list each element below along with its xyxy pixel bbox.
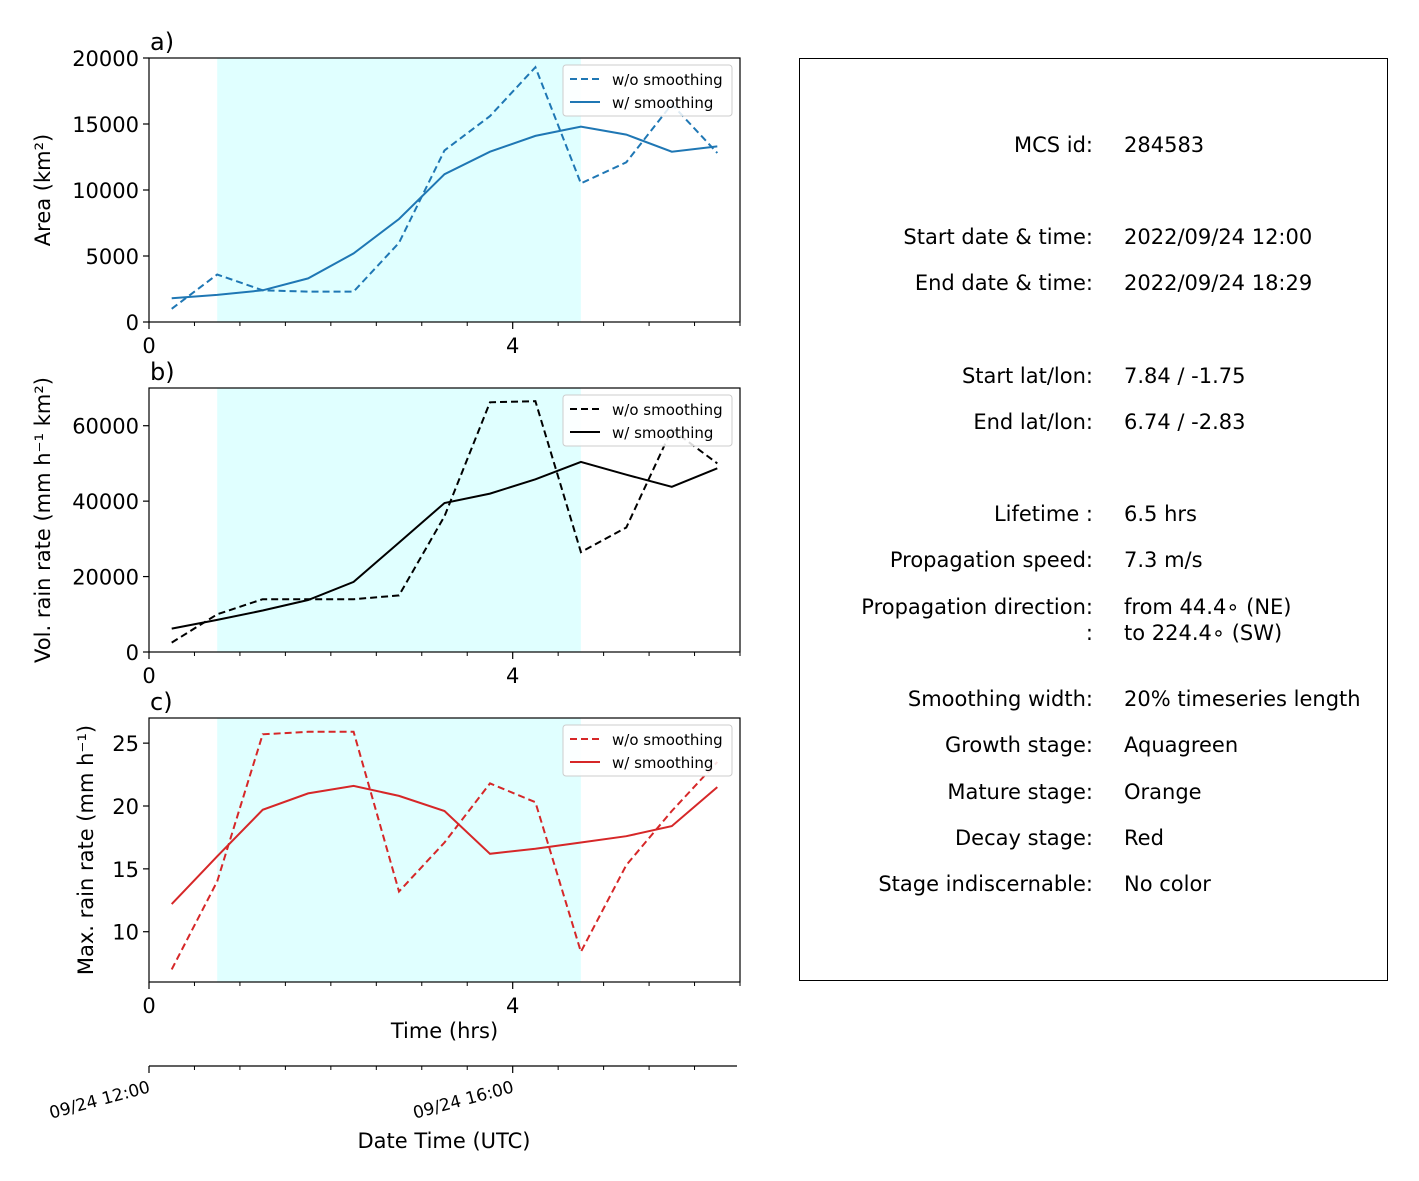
info-value: 7.84 / -1.75 xyxy=(1124,364,1246,388)
y-tick-label: 20 xyxy=(112,795,139,819)
legend-label: w/ smoothing xyxy=(612,424,713,442)
shaded-period xyxy=(217,58,581,322)
info-label: End lat/lon: xyxy=(973,410,1093,434)
legend: w/o smoothing w/ smoothing xyxy=(562,64,733,117)
x-tick-label: 4 xyxy=(506,994,519,1018)
panel-label: a) xyxy=(150,28,174,56)
info-value: 20% timeseries length xyxy=(1124,687,1361,711)
info-label: Stage indiscernable: xyxy=(878,872,1093,896)
y-tick-label: 15000 xyxy=(72,113,139,137)
chart-panel-1: a) 0 5000 10000 15000 20000 0 4 Area (km²) w/o sm… xyxy=(31,28,741,358)
y-tick-label: 10 xyxy=(112,921,139,945)
date-axis: 09/24 12:00 09/24 16:00 Date Time (UTC) xyxy=(47,1065,737,1153)
legend-box xyxy=(562,64,733,117)
chart-panel-2: b) 0 20000 40000 60000 0 4 Vol. rain rate (mm h… xyxy=(31,358,741,688)
info-label: Decay stage: xyxy=(955,826,1093,850)
panel-label: b) xyxy=(150,358,175,386)
info-value: from 44.4∘ (NE) xyxy=(1124,595,1292,619)
panel-label: c) xyxy=(150,688,173,716)
x-tick-label: 0 xyxy=(142,664,155,688)
info-label: MCS id: xyxy=(1013,133,1093,157)
plot-frame xyxy=(148,387,741,653)
y-axis-label: Vol. rain rate (mm h⁻¹ km²) xyxy=(31,377,55,663)
info-value: Red xyxy=(1124,826,1164,850)
legend: w/o smoothing w/ smoothing xyxy=(562,724,733,777)
series-line xyxy=(170,784,718,905)
info-value: No color xyxy=(1124,872,1211,896)
y-tick-label: 40000 xyxy=(72,490,139,514)
info-value: 7.3 m/s xyxy=(1124,548,1203,572)
y-tick-label: 20000 xyxy=(72,566,139,590)
plot-frame xyxy=(148,717,741,983)
info-value: Orange xyxy=(1124,780,1202,804)
legend-label: w/o smoothing xyxy=(612,401,723,419)
info-label: Start lat/lon: xyxy=(961,364,1093,388)
y-tick-label: 0 xyxy=(126,311,139,335)
info-label: Start date & time: xyxy=(903,225,1093,249)
legend-label: w/o smoothing xyxy=(612,71,723,89)
y-tick-label: 25 xyxy=(112,732,139,756)
legend-label: w/ smoothing xyxy=(612,94,713,112)
info-label: Propagation speed: xyxy=(889,548,1093,572)
info-value: 6.74 / -2.83 xyxy=(1124,410,1246,434)
y-tick-label: 5000 xyxy=(86,245,139,269)
y-axis-label: Area (km²) xyxy=(31,134,55,246)
info-value: 6.5 hrs xyxy=(1124,502,1197,526)
x-tick-label: 4 xyxy=(506,664,519,688)
info-label: Mature stage: xyxy=(947,780,1093,804)
mcs-info-panel: MCS id: 284583 Start date & time: 2022/0… xyxy=(799,58,1388,981)
x-axis-label: Time (hrs) xyxy=(390,1019,498,1043)
y-axis-label: Max. rain rate (mm h⁻¹) xyxy=(74,725,98,975)
legend: w/o smoothing w/ smoothing xyxy=(562,394,733,447)
series-line xyxy=(171,125,718,300)
info-value: 2022/09/24 18:29 xyxy=(1124,271,1313,295)
x-tick-label: 4 xyxy=(506,334,519,358)
chart-panel-3: c) 10 15 20 25 0 4 Max. rain rate (mm h⁻¹) Time … xyxy=(74,688,741,1043)
y-tick-label: 60000 xyxy=(72,415,139,439)
shaded-period xyxy=(217,388,581,652)
info-label: Lifetime : xyxy=(993,502,1093,526)
info-label: End date & time: xyxy=(914,271,1093,295)
y-tick-label: 10000 xyxy=(72,179,139,203)
date-tick-label: 09/24 12:00 xyxy=(47,1078,152,1124)
series-line xyxy=(170,730,719,970)
date-tick-label: 09/24 16:00 xyxy=(411,1078,516,1124)
legend-label: w/ smoothing xyxy=(612,754,713,772)
series-line xyxy=(171,400,718,644)
legend-box xyxy=(562,724,733,777)
series-line xyxy=(171,460,718,630)
y-tick-label: 15 xyxy=(112,858,139,882)
info-value: 2022/09/24 12:00 xyxy=(1124,225,1313,249)
y-tick-label: 0 xyxy=(126,641,139,665)
info-label: Propagation direction: xyxy=(861,595,1093,619)
y-tick-label: 20000 xyxy=(72,47,139,71)
legend-label: w/o smoothing xyxy=(612,731,723,749)
info-label: Smoothing width: xyxy=(907,687,1093,711)
x-tick-label: 0 xyxy=(142,994,155,1018)
x-tick-label: 0 xyxy=(142,334,155,358)
info-value: to 224.4∘ (SW) xyxy=(1124,621,1283,645)
legend-box xyxy=(562,394,733,447)
info-value: 284583 xyxy=(1124,133,1205,157)
info-value: Aquagreen xyxy=(1124,733,1239,757)
info-label: Growth stage: xyxy=(944,733,1093,757)
info-label: : xyxy=(1085,621,1093,645)
date-axis-label: Date Time (UTC) xyxy=(358,1129,531,1153)
